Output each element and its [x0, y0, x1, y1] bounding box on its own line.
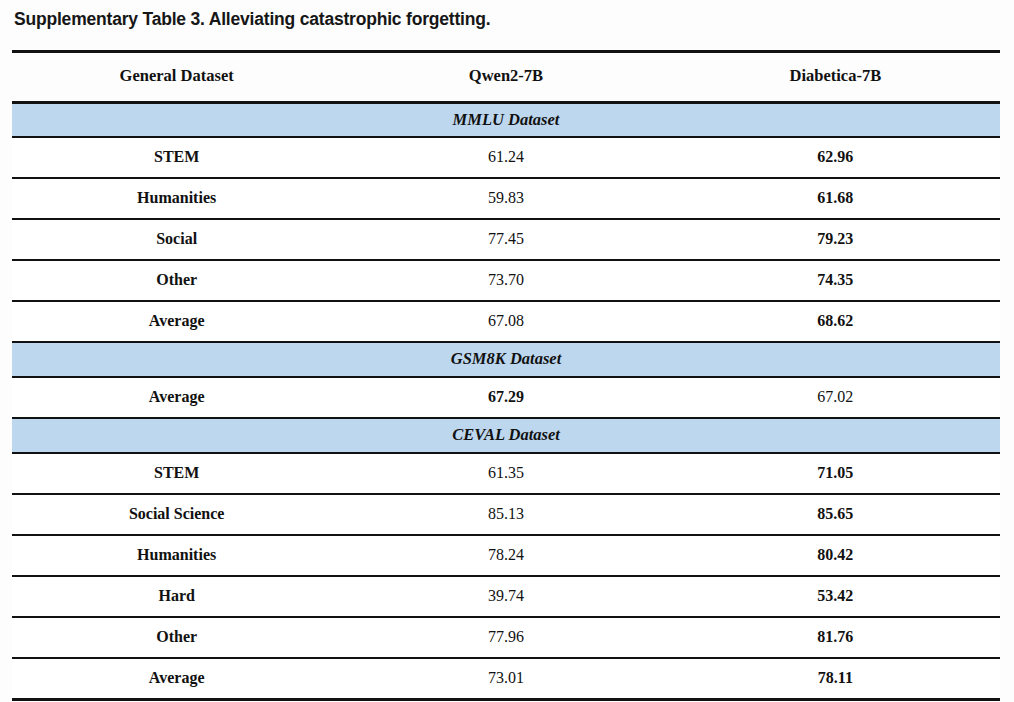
row-label: STEM: [12, 453, 341, 494]
section-header-mmlu: MMLU Dataset: [12, 102, 1000, 137]
row-label: Humanities: [12, 178, 341, 219]
qwen-value: 67.08: [341, 301, 670, 342]
diabetica-value: 53.42: [671, 576, 1000, 617]
header-row: General Dataset Qwen2-7B Diabetica-7B: [12, 52, 1000, 103]
results-table: General Dataset Qwen2-7B Diabetica-7B MM…: [12, 50, 1000, 701]
table-row: Other 73.70 74.35: [12, 260, 1000, 301]
diabetica-value: 62.96: [671, 137, 1000, 178]
diabetica-value: 78.11: [671, 658, 1000, 700]
qwen-value: 39.74: [341, 576, 670, 617]
qwen-value: 59.83: [341, 178, 670, 219]
row-label: Other: [12, 260, 341, 301]
table-row: Average 73.01 78.11: [12, 658, 1000, 700]
table-row: Average 67.08 68.62: [12, 301, 1000, 342]
row-label: Average: [12, 377, 341, 418]
qwen-value: 77.45: [341, 219, 670, 260]
qwen-value: 73.01: [341, 658, 670, 700]
diabetica-value: 68.62: [671, 301, 1000, 342]
column-header-qwen2-7b: Qwen2-7B: [341, 52, 670, 103]
qwen-value: 73.70: [341, 260, 670, 301]
section-header-gsm8k: GSM8K Dataset: [12, 342, 1000, 377]
section-header-label: MMLU Dataset: [12, 102, 1000, 137]
row-label: Average: [12, 301, 341, 342]
qwen-value: 67.29: [341, 377, 670, 418]
qwen-value: 78.24: [341, 535, 670, 576]
table-row: Humanities 78.24 80.42: [12, 535, 1000, 576]
diabetica-value: 79.23: [671, 219, 1000, 260]
column-header-general-dataset: General Dataset: [12, 52, 341, 103]
row-label: Hard: [12, 576, 341, 617]
column-header-diabetica-7b: Diabetica-7B: [671, 52, 1000, 103]
diabetica-value: 80.42: [671, 535, 1000, 576]
table-row: Social Science 85.13 85.65: [12, 494, 1000, 535]
diabetica-value: 74.35: [671, 260, 1000, 301]
qwen-value: 61.24: [341, 137, 670, 178]
section-header-ceval: CEVAL Dataset: [12, 418, 1000, 453]
table-header: General Dataset Qwen2-7B Diabetica-7B: [12, 52, 1000, 103]
row-label: Average: [12, 658, 341, 700]
table-row: Hard 39.74 53.42: [12, 576, 1000, 617]
table-row: Humanities 59.83 61.68: [12, 178, 1000, 219]
diabetica-value: 71.05: [671, 453, 1000, 494]
diabetica-value: 85.65: [671, 494, 1000, 535]
section-header-label: GSM8K Dataset: [12, 342, 1000, 377]
table-row: Social 77.45 79.23: [12, 219, 1000, 260]
table-row: STEM 61.24 62.96: [12, 137, 1000, 178]
diabetica-value: 61.68: [671, 178, 1000, 219]
row-label: Social: [12, 219, 341, 260]
diabetica-value: 81.76: [671, 617, 1000, 658]
qwen-value: 77.96: [341, 617, 670, 658]
qwen-value: 85.13: [341, 494, 670, 535]
section-header-label: CEVAL Dataset: [12, 418, 1000, 453]
table-row: STEM 61.35 71.05: [12, 453, 1000, 494]
row-label: STEM: [12, 137, 341, 178]
qwen-value: 61.35: [341, 453, 670, 494]
table-row: Average 67.29 67.02: [12, 377, 1000, 418]
diabetica-value: 67.02: [671, 377, 1000, 418]
page-title: Supplementary Table 3. Alleviating catas…: [14, 9, 1014, 30]
row-label: Humanities: [12, 535, 341, 576]
row-label: Social Science: [12, 494, 341, 535]
table-row: Other 77.96 81.76: [12, 617, 1000, 658]
row-label: Other: [12, 617, 341, 658]
